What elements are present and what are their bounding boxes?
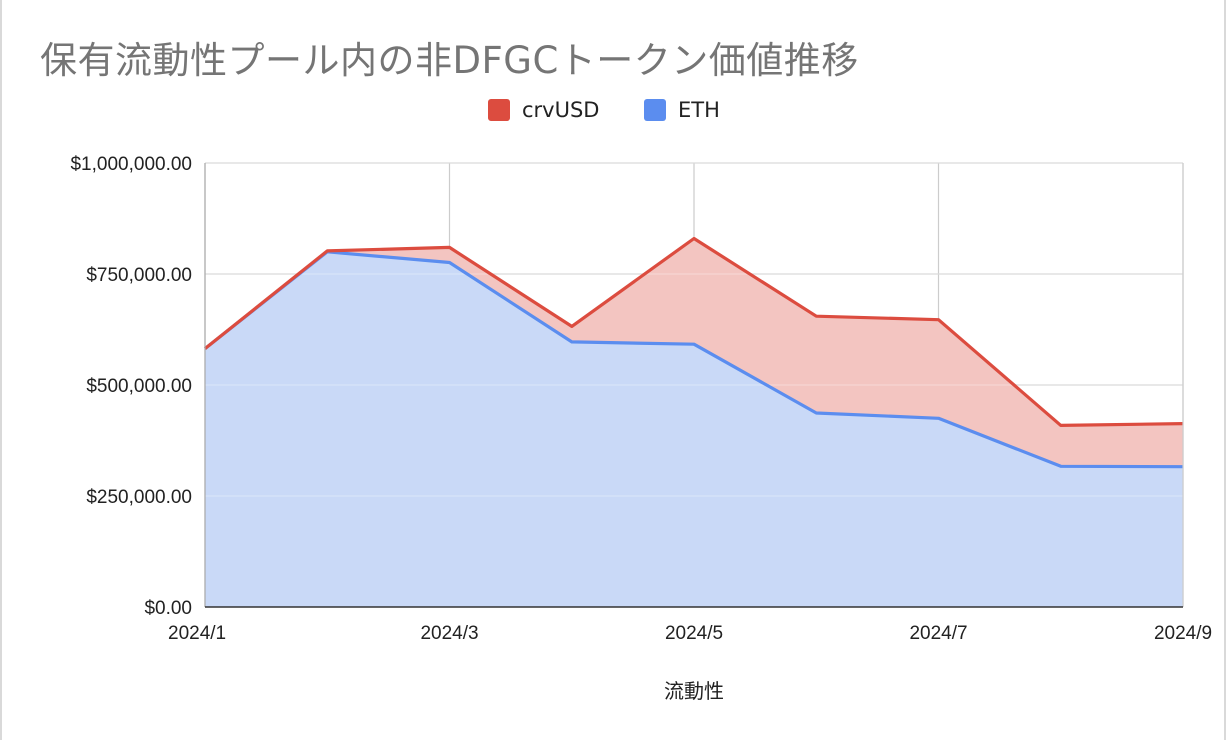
area-layer — [205, 162, 1183, 608]
legend: crvUSD ETH — [0, 98, 1226, 128]
x-tick-label: 2024/3 — [420, 623, 478, 644]
area-crvusd — [205, 238, 1183, 467]
x-tick-label: 2024/7 — [909, 623, 967, 644]
x-tick-label: 2024/5 — [665, 623, 723, 644]
area-eth — [205, 251, 1183, 608]
y-tick-label: $250,000.00 — [86, 487, 192, 508]
y-tick-label: $0.00 — [144, 598, 192, 619]
line-layer — [204, 236, 1184, 469]
chart-title: 保有流動性プール内の非DFGCトークン価値推移 — [40, 39, 859, 82]
x-tick-label: 2024/1 — [168, 623, 226, 644]
x-tick-label: 2024/9 — [1154, 623, 1212, 644]
y-tick-label: $750,000.00 — [86, 265, 192, 286]
y-tick-label: $500,000.00 — [86, 376, 192, 397]
legend-label-eth: ETH — [678, 98, 720, 122]
legend-item-eth[interactable]: ETH — [644, 98, 720, 122]
x-axis-title: 流動性 — [664, 679, 724, 703]
legend-label-crvusd: crvUSD — [522, 98, 600, 122]
axis-layer — [204, 163, 1184, 608]
label-layer: $0.00 $250,000.00 $500,000.00 $750,000.00 $1… — [70, 154, 1212, 644]
y-tick-label: $1,000,000.00 — [70, 154, 192, 175]
legend-swatch-crvusd — [488, 99, 510, 121]
legend-item-crvusd[interactable]: crvUSD — [488, 98, 599, 122]
series-line-eth — [204, 250, 1184, 469]
series-line-crvusd — [204, 236, 1184, 427]
frame-left-edge — [0, 0, 2, 740]
frame-right-edge — [1224, 0, 1226, 740]
legend-swatch-eth — [644, 99, 666, 121]
